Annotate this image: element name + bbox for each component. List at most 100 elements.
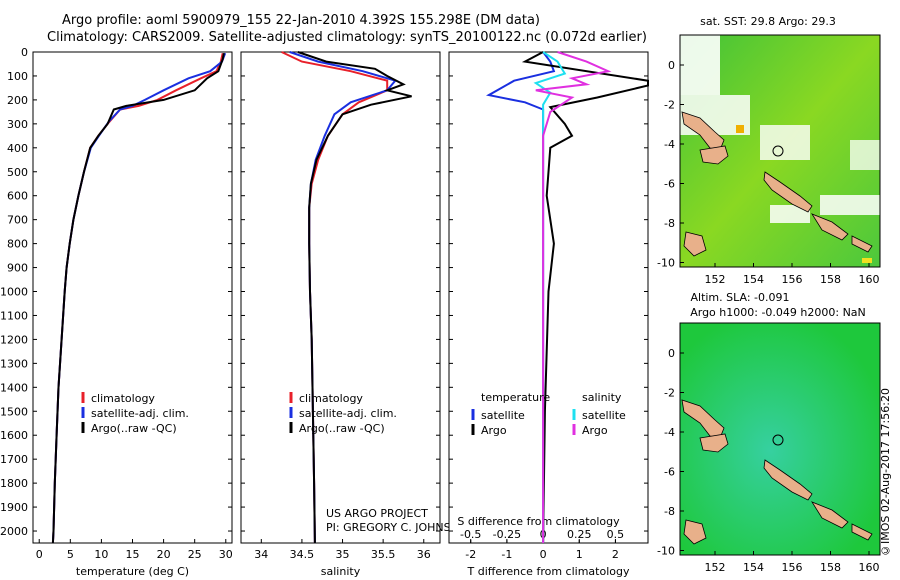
depth-tick-label: 800 [7, 238, 28, 251]
argo-location-marker-sla [772, 434, 784, 446]
depth-tick-label: 200 [7, 94, 28, 107]
x-tick-label: -2 [465, 548, 476, 561]
sla-map-title-2: Argo h1000: -0.049 h2000: NaN [690, 306, 866, 319]
map-x-tick-label: 160 [859, 561, 880, 574]
sla-map-title-1: Altim. SLA: -0.091 [690, 291, 789, 304]
sst-map: sat. SST: 29.8 Argo: 29.3 152 154 156 158 16… [657, 15, 881, 286]
legend-title-salinity: salinity [582, 391, 622, 404]
depth-tick-label: 400 [7, 142, 28, 155]
x-tick-label: 15 [126, 548, 140, 561]
depth-tick-label: 1900 [0, 501, 28, 514]
map-y-tick-label: -10 [657, 545, 675, 558]
depth-tick-label: 500 [7, 166, 28, 179]
map-y-tick-label: 0 [668, 59, 675, 72]
map-x-tick-label: 156 [782, 561, 803, 574]
x-tick-label: 0 [36, 548, 43, 561]
x-tick-label: 1 [576, 548, 583, 561]
difference-panel: -2 -1 0 1 2 T difference from climatology -0.5… [448, 51, 649, 578]
map-x-tick-label: 160 [859, 273, 880, 286]
depth-tick-label: 1700 [0, 453, 28, 466]
depth-tick-label: 1800 [0, 477, 28, 490]
map-x-tick-label: 158 [820, 561, 841, 574]
legend-label: satellite-adj. clim. [91, 407, 189, 420]
x-axis-label: temperature (deg C) [76, 565, 189, 578]
legend-label: Argo(..raw -QC) [299, 422, 385, 435]
depth-tick-label: 100 [7, 70, 28, 83]
map-x-tick-label: 158 [820, 273, 841, 286]
temperature-panel: 0 5 10 15 20 25 30 temperature (deg C) climatolo… [32, 51, 233, 578]
argo-location-marker [772, 145, 784, 157]
depth-tick-label: 900 [7, 262, 28, 275]
depth-tick-label: 0 [21, 46, 28, 59]
depth-tick-label: 1500 [0, 405, 28, 418]
x-tick-label: 0 [540, 548, 547, 561]
x-tick-label: -1 [501, 548, 512, 561]
legend-label: Argo(..raw -QC) [91, 422, 177, 435]
x-tick-label: 5 [67, 548, 74, 561]
series-line [297, 51, 412, 544]
s-axis-label: S difference from climatology [457, 515, 620, 528]
map-x-tick-label: 154 [743, 561, 764, 574]
series-line [535, 51, 612, 543]
depth-tick-label: 700 [7, 214, 28, 227]
project-annotation: US ARGO PROJECT [326, 507, 428, 520]
x-axis-label: salinity [321, 565, 361, 578]
s-x-tick-label: -0.5 [460, 528, 481, 541]
depth-tick-label: 1000 [0, 286, 28, 299]
map-y-tick-label: -8 [664, 217, 675, 230]
legend-label: Argo [582, 424, 608, 437]
depth-tick-label: 1100 [0, 309, 28, 322]
series-line [51, 53, 225, 544]
map-x-tick-label: 152 [705, 561, 726, 574]
salinity-plot-frame [240, 51, 441, 544]
sla-map: Altim. SLA: -0.091 Argo h1000: -0.049 h2… [657, 291, 881, 574]
x-tick-label: 34.5 [290, 548, 315, 561]
x-tick-label: 30 [219, 548, 233, 561]
x-tick-label: 36 [417, 548, 431, 561]
title-line-1: Argo profile: aoml 5900979_155 22-Jan-20… [62, 13, 540, 28]
x-tick-label: 35.5 [371, 548, 396, 561]
sst-map-title: sat. SST: 29.8 Argo: 29.3 [700, 15, 836, 28]
depth-tick-label: 1400 [0, 381, 28, 394]
s-x-tick-label: -0.25 [493, 528, 521, 541]
map-x-tick-label: 152 [705, 273, 726, 286]
legend-title-temperature: temperature [481, 391, 550, 404]
x-tick-label: 34 [254, 548, 268, 561]
depth-tick-label: 1600 [0, 429, 28, 442]
s-x-tick-label: 0.5 [607, 528, 625, 541]
map-y-tick-label: 0 [668, 347, 675, 360]
map-y-tick-label: -6 [664, 466, 675, 479]
salinity-panel: 34 34.5 35 35.5 36 salinity climatology satelli… [240, 51, 467, 578]
series-line [521, 51, 649, 544]
legend-label: climatology [299, 392, 363, 405]
map-y-tick-label: -4 [664, 426, 675, 439]
depth-tick-label: 300 [7, 118, 28, 131]
temperature-plot-frame [32, 51, 233, 544]
series-line [533, 51, 567, 543]
map-y-tick-label: -4 [664, 138, 675, 151]
map-y-tick-label: -10 [657, 257, 675, 270]
map-y-tick-label: -2 [664, 99, 675, 112]
legend-label: climatology [91, 392, 155, 405]
legend-label: Argo [481, 424, 507, 437]
depth-tick-label: 2000 [0, 525, 28, 538]
x-tick-label: 25 [188, 548, 202, 561]
legend-label: satellite [481, 409, 525, 422]
map-x-tick-label: 156 [782, 273, 803, 286]
map-x-tick-label: 154 [743, 273, 764, 286]
x-axis-label: T difference from climatology [467, 565, 630, 578]
x-tick-label: 35 [336, 548, 350, 561]
x-tick-label: 2 [612, 548, 619, 561]
x-tick-label: 20 [157, 548, 171, 561]
map-y-tick-label: -8 [664, 505, 675, 518]
map-y-tick-label: -2 [664, 387, 675, 400]
s-x-tick-label: 0.25 [567, 528, 592, 541]
depth-tick-label: 600 [7, 190, 28, 203]
map-y-tick-label: -6 [664, 178, 675, 191]
legend-label: satellite [582, 409, 626, 422]
x-tick-label: 10 [94, 548, 108, 561]
depth-tick-label: 1300 [0, 357, 28, 370]
project-annotation: PI: GREGORY C. JOHNSON [326, 521, 467, 534]
legend-label: satellite-adj. clim. [299, 407, 397, 420]
